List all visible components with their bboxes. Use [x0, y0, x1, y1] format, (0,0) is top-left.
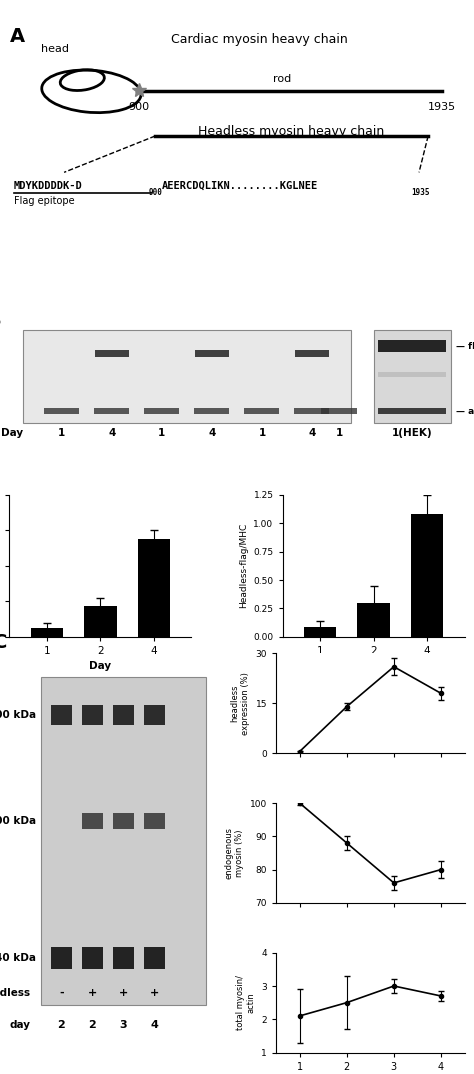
Bar [321, 407, 356, 415]
Text: 1935: 1935 [411, 188, 429, 197]
Bar [82, 706, 103, 725]
Y-axis label: Headless-flag/MHC: Headless-flag/MHC [239, 523, 248, 609]
Bar [94, 407, 129, 415]
Text: — actin: — actin [456, 407, 474, 416]
Text: 40 kDa: 40 kDa [0, 953, 36, 962]
Bar [138, 539, 170, 637]
Bar [144, 407, 179, 415]
Text: 200 kDa: 200 kDa [0, 710, 36, 721]
Text: rod: rod [273, 74, 292, 85]
Bar [378, 339, 447, 352]
Text: +: + [150, 988, 159, 998]
Bar [51, 706, 72, 725]
Text: head: head [41, 44, 69, 54]
Bar [411, 514, 443, 637]
Text: — flag: — flag [456, 342, 474, 350]
Text: MDYKDDDDK-D: MDYKDDDDK-D [14, 180, 83, 191]
Y-axis label: headless
expression (%): headless expression (%) [231, 672, 250, 735]
X-axis label: Day: Day [363, 662, 384, 671]
Bar [113, 813, 134, 829]
Bar [51, 947, 72, 969]
Bar [113, 947, 134, 969]
Bar [113, 706, 134, 725]
X-axis label: Day: Day [90, 662, 111, 671]
Text: 4: 4 [151, 1019, 158, 1030]
Text: 4: 4 [309, 429, 316, 438]
Text: 3: 3 [119, 1019, 128, 1030]
Text: 1: 1 [258, 429, 265, 438]
Text: 1935: 1935 [428, 102, 456, 113]
Text: 900: 900 [148, 188, 162, 197]
Bar [195, 350, 229, 358]
Text: 1(HEK): 1(HEK) [392, 429, 432, 438]
Text: headless: headless [0, 988, 30, 998]
Text: C: C [0, 634, 7, 652]
Bar [41, 678, 206, 1004]
Text: -: - [59, 988, 64, 998]
Bar [374, 330, 451, 423]
Text: 4: 4 [108, 429, 116, 438]
Bar [194, 407, 229, 415]
Text: 1: 1 [58, 429, 65, 438]
Bar [82, 813, 103, 829]
Bar [82, 947, 103, 969]
Bar [378, 408, 447, 415]
Bar [144, 947, 165, 969]
Text: 900: 900 [128, 102, 150, 113]
Text: 2: 2 [57, 1019, 65, 1030]
Text: 1: 1 [336, 429, 343, 438]
Bar [244, 407, 279, 415]
Bar [357, 603, 390, 637]
Bar [23, 330, 351, 423]
Text: +: + [88, 988, 97, 998]
Bar [295, 350, 329, 358]
Bar [31, 628, 63, 637]
Text: B: B [0, 311, 1, 331]
Text: day: day [9, 1019, 30, 1030]
Text: 100 kDa: 100 kDa [0, 816, 36, 826]
Bar [44, 407, 79, 415]
Text: 1: 1 [158, 429, 165, 438]
Bar [84, 606, 117, 637]
Text: 2: 2 [89, 1019, 96, 1030]
Text: Headless myosin heavy chain: Headless myosin heavy chain [199, 125, 385, 137]
Bar [294, 407, 329, 415]
Text: 4: 4 [208, 429, 216, 438]
Y-axis label: total myosin/
actin: total myosin/ actin [237, 975, 256, 1030]
Bar [144, 813, 165, 829]
Text: AEERCDQLIKN........KGLNEE: AEERCDQLIKN........KGLNEE [162, 180, 318, 191]
Text: Day: Day [1, 429, 23, 438]
Bar [378, 372, 447, 377]
Text: A: A [9, 27, 25, 46]
Text: +: + [119, 988, 128, 998]
Text: Flag epitope: Flag epitope [14, 197, 75, 206]
Text: Cardiac myosin heavy chain: Cardiac myosin heavy chain [172, 32, 348, 46]
Bar [144, 706, 165, 725]
Y-axis label: endogenous
myosin (%): endogenous myosin (%) [225, 827, 244, 879]
Bar [95, 350, 129, 358]
Bar [304, 626, 336, 637]
